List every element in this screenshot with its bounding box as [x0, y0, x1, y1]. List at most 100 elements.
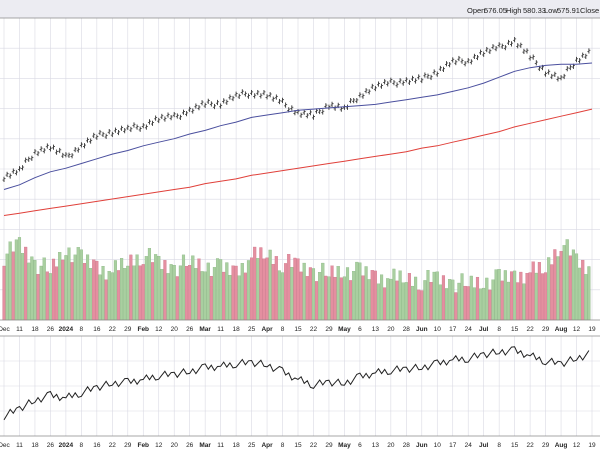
volume-bar [73, 254, 77, 321]
volume-bar [336, 266, 340, 321]
volume-bar [82, 263, 87, 321]
date-axis-tick-label: 18 [31, 326, 39, 333]
date-axis-tick-label: 26 [186, 326, 194, 333]
volume-bar [410, 285, 415, 321]
volume-bar [64, 255, 68, 321]
date-axis-tick-label: 10 [434, 326, 442, 333]
date-axis-tick-label: Feb [137, 442, 149, 449]
volume-bar [116, 270, 121, 321]
date-axis-tick-label: 29 [325, 326, 333, 333]
date-axis-tick-label: Mar [199, 442, 211, 449]
volume-bar [485, 277, 489, 321]
volume-bar [457, 282, 461, 321]
volume-bar [107, 271, 111, 321]
volume-bar [308, 267, 312, 321]
date-axis-tick-label: 15 [511, 326, 519, 333]
volume-bar [482, 287, 486, 321]
volume-bar [33, 260, 37, 321]
volume-bar [42, 257, 46, 321]
date-axis-tick-label: 22 [109, 326, 117, 333]
volume-bar [243, 272, 247, 321]
date-axis-tick-label: 26 [186, 442, 194, 449]
date-axis-tick-label: 6 [358, 442, 362, 449]
volume-bar [76, 247, 80, 321]
date-axis-tick-label: 12 [573, 442, 581, 449]
date-axis-tick-label: Jul [479, 442, 489, 449]
date-axis-tick-label: 25 [248, 326, 256, 333]
volume-bar [48, 273, 52, 321]
date-axis-tick-label: 22 [310, 326, 318, 333]
volume-bar [463, 285, 467, 321]
date-axis-tick-label: 12 [573, 326, 581, 333]
date-axis-tick-label: 16 [93, 442, 101, 449]
grid-layer [0, 18, 600, 436]
date-axis-tick-label: 13 [372, 442, 380, 449]
volume-bar [401, 282, 405, 321]
volume-bar [299, 271, 303, 321]
date-axis-labels-top: Dec 11 18 26 2024 8 16 22 29 Feb 12 20 26 Mar 11 18 25 Ap… [0, 326, 596, 333]
volume-bar [544, 272, 548, 321]
volume-bar [271, 264, 275, 321]
volume-bar [491, 279, 495, 321]
volume-bar [513, 270, 517, 321]
volume-bar [404, 282, 408, 321]
volume-bar [469, 275, 473, 321]
volume-bar [528, 272, 532, 321]
date-axis-tick-label: 18 [232, 326, 240, 333]
date-axis-tick-label: 28 [403, 442, 411, 449]
volume-bar [355, 261, 359, 321]
volume-bar [8, 241, 12, 321]
moving-averages [3, 62, 593, 216]
date-axis-tick-label: Dec [0, 326, 11, 333]
volume-bar [92, 259, 96, 321]
date-axis-tick-label: Jun [416, 326, 428, 333]
volume-bar [367, 279, 371, 321]
close-label: Close [580, 6, 599, 15]
volume-bar [386, 278, 390, 321]
volume-bar [126, 265, 130, 321]
volume-bar [407, 273, 411, 321]
volume-bar [581, 259, 585, 321]
moving-average-50-line [3, 62, 593, 190]
volume-bar [330, 265, 334, 321]
volume-bar [200, 271, 204, 321]
volume-bar [364, 266, 368, 321]
volume-bar [39, 265, 43, 321]
volume-bar [305, 276, 309, 321]
low-value: 575.91 [557, 6, 580, 15]
volume-bar [132, 265, 136, 321]
volume-bar [17, 237, 22, 321]
volume-bar [206, 262, 210, 321]
volume-bar [574, 253, 579, 321]
volume-bar [420, 290, 424, 321]
date-axis-tick-label: 12 [155, 442, 163, 449]
volume-bar [191, 255, 195, 321]
volume-bar [284, 263, 288, 321]
volume-bar [389, 278, 393, 321]
volume-bar [280, 272, 285, 321]
indicator-line [3, 346, 590, 421]
volume-bar [58, 252, 62, 321]
volume-bar [166, 273, 170, 321]
volume-bar [287, 254, 291, 321]
date-axis-tick-label: Jun [416, 442, 428, 449]
volume-bar [506, 281, 510, 321]
volume-bar [144, 256, 148, 321]
volume-bar [225, 262, 229, 321]
volume-bar [370, 270, 374, 321]
volume-bar [268, 249, 272, 321]
open-label: Open [467, 6, 485, 15]
volume-bar [509, 271, 514, 321]
date-axis-tick-label: Aug [555, 442, 568, 449]
date-axis-tick-label: 22 [109, 442, 117, 449]
date-axis-tick-label: 19 [588, 326, 596, 333]
volume-bar [441, 275, 446, 321]
volume-bar [479, 288, 483, 321]
volume-bar [472, 287, 476, 321]
volume-bar [352, 271, 356, 321]
volume-bar [349, 280, 353, 321]
date-axis-tick-label: 29 [124, 326, 132, 333]
volume-bar [101, 266, 105, 321]
volume-bar [584, 274, 588, 321]
volume-bar [86, 254, 90, 321]
